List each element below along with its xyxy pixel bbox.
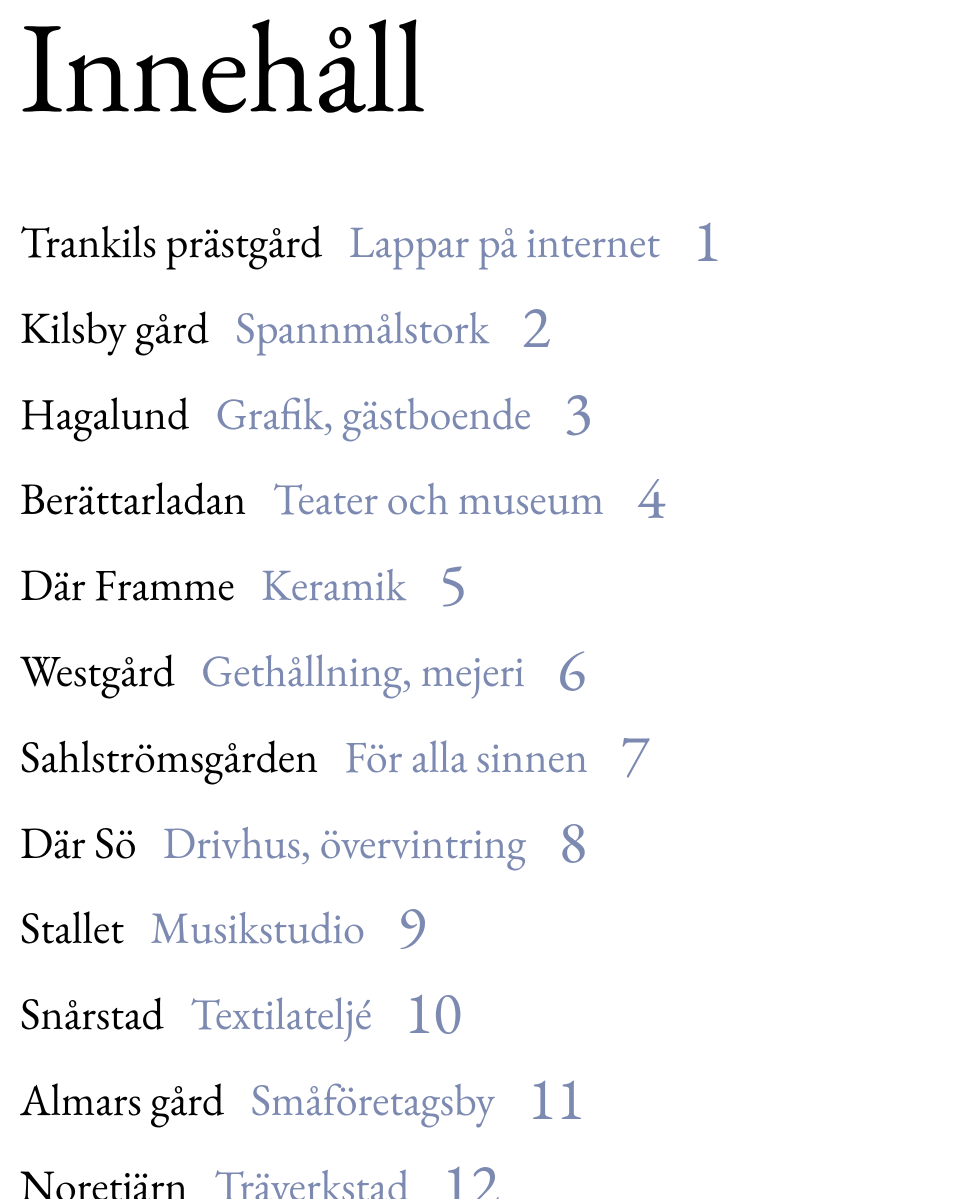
toc-name: Noretjärn	[20, 1158, 188, 1199]
toc-desc: Spannmålstork	[235, 300, 489, 357]
toc-name: Där Sö	[20, 815, 136, 872]
toc-row: Noretjärn Träverkstad 12	[20, 1144, 940, 1199]
toc-page-number: 11	[527, 1059, 585, 1137]
toc-page-number: 10	[404, 973, 462, 1051]
toc-row: Almars gård Småföretagsby 11	[20, 1058, 940, 1144]
toc-name: Almars gård	[20, 1072, 224, 1129]
toc-name: Snårstad	[20, 986, 164, 1043]
toc-row: Snårstad Textilateljé 10	[20, 972, 940, 1058]
toc-row: Där Framme Keramik 5	[20, 543, 940, 629]
toc-desc: Textilateljé	[190, 986, 372, 1043]
toc-desc: Småföretagsby	[251, 1072, 495, 1129]
toc-name: Kilsby gård	[20, 300, 209, 357]
toc-row: Hagalund Grafik, gästboende 3	[20, 372, 940, 458]
toc-desc: Grafik, gästboende	[216, 386, 532, 443]
toc-desc: För alla sinnen	[345, 729, 588, 786]
toc-name: Berättarladan	[20, 471, 246, 528]
toc-name: Trankils prästgård	[20, 214, 322, 271]
toc-desc: Keramik	[261, 557, 406, 614]
toc-row: Kilsby gård Spannmålstork 2	[20, 286, 940, 372]
toc-name: Där Framme	[20, 557, 235, 614]
toc-page-number: 5	[439, 544, 468, 622]
toc-page-number: 4	[637, 458, 666, 536]
toc-name: Westgård	[20, 643, 175, 700]
toc-page-number: 3	[564, 373, 593, 451]
toc-row: Westgård Gethållning, mejeri 6	[20, 629, 940, 715]
toc-desc: Träverkstad	[214, 1158, 409, 1199]
toc-desc: Lappar på internet	[349, 214, 660, 271]
toc-row: Stallet Musikstudio 9	[20, 886, 940, 972]
toc-name: Hagalund	[20, 386, 189, 443]
toc-row: Trankils prästgård Lappar på internet 1	[20, 200, 940, 286]
toc-page-number: 12	[442, 1145, 500, 1199]
toc-page-number: 7	[620, 716, 649, 794]
toc-desc: Gethållning, mejeri	[201, 643, 525, 700]
toc-row: Där Sö Drivhus, övervintring 8	[20, 801, 940, 887]
toc-page-number: 8	[558, 802, 587, 880]
toc-page-number: 6	[557, 630, 586, 708]
toc-list: Trankils prästgård Lappar på internet 1 …	[20, 200, 940, 1199]
toc-row: Berättarladan Teater och museum 4	[20, 457, 940, 543]
toc-name: Sahlströmsgården	[20, 729, 318, 786]
toc-page-number: 2	[522, 287, 551, 365]
toc-page-number: 1	[692, 201, 721, 279]
page-title: Innehåll	[20, 0, 940, 130]
toc-page-number: 9	[397, 887, 426, 965]
toc-desc: Musikstudio	[150, 900, 365, 957]
toc-page: Innehåll Trankils prästgård Lappar på in…	[0, 0, 960, 1199]
toc-name: Stallet	[20, 900, 124, 957]
toc-desc: Teater och museum	[273, 471, 604, 528]
toc-desc: Drivhus, övervintring	[163, 815, 526, 872]
toc-row: Sahlströmsgården För alla sinnen 7	[20, 715, 940, 801]
